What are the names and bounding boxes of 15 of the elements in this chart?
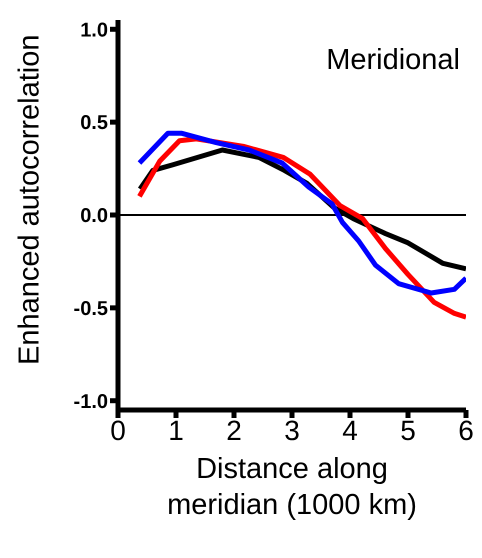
x-tick-label: 0	[110, 414, 126, 446]
y-tick-label: 1.0	[80, 19, 108, 42]
annotation: Meridional	[326, 44, 460, 77]
y-tick-label: 0.0	[80, 205, 108, 228]
x-tick-label: 3	[284, 414, 300, 446]
x-tick-label: 2	[226, 414, 242, 446]
y-axis-title: Enhanced autocorrelation	[13, 34, 46, 365]
x-tick-label: 5	[400, 414, 416, 446]
y-tick-label: -0.5	[74, 298, 108, 320]
y-tick-label: 0.5	[80, 112, 108, 134]
y-tick-label: -1.0	[74, 390, 108, 413]
x-tick-label: 6	[458, 414, 474, 446]
x-tick-label: 4	[342, 414, 358, 446]
x-tick-label: 1	[168, 414, 184, 446]
x-axis-title: Distance along meridian (1000 km)	[167, 453, 417, 521]
